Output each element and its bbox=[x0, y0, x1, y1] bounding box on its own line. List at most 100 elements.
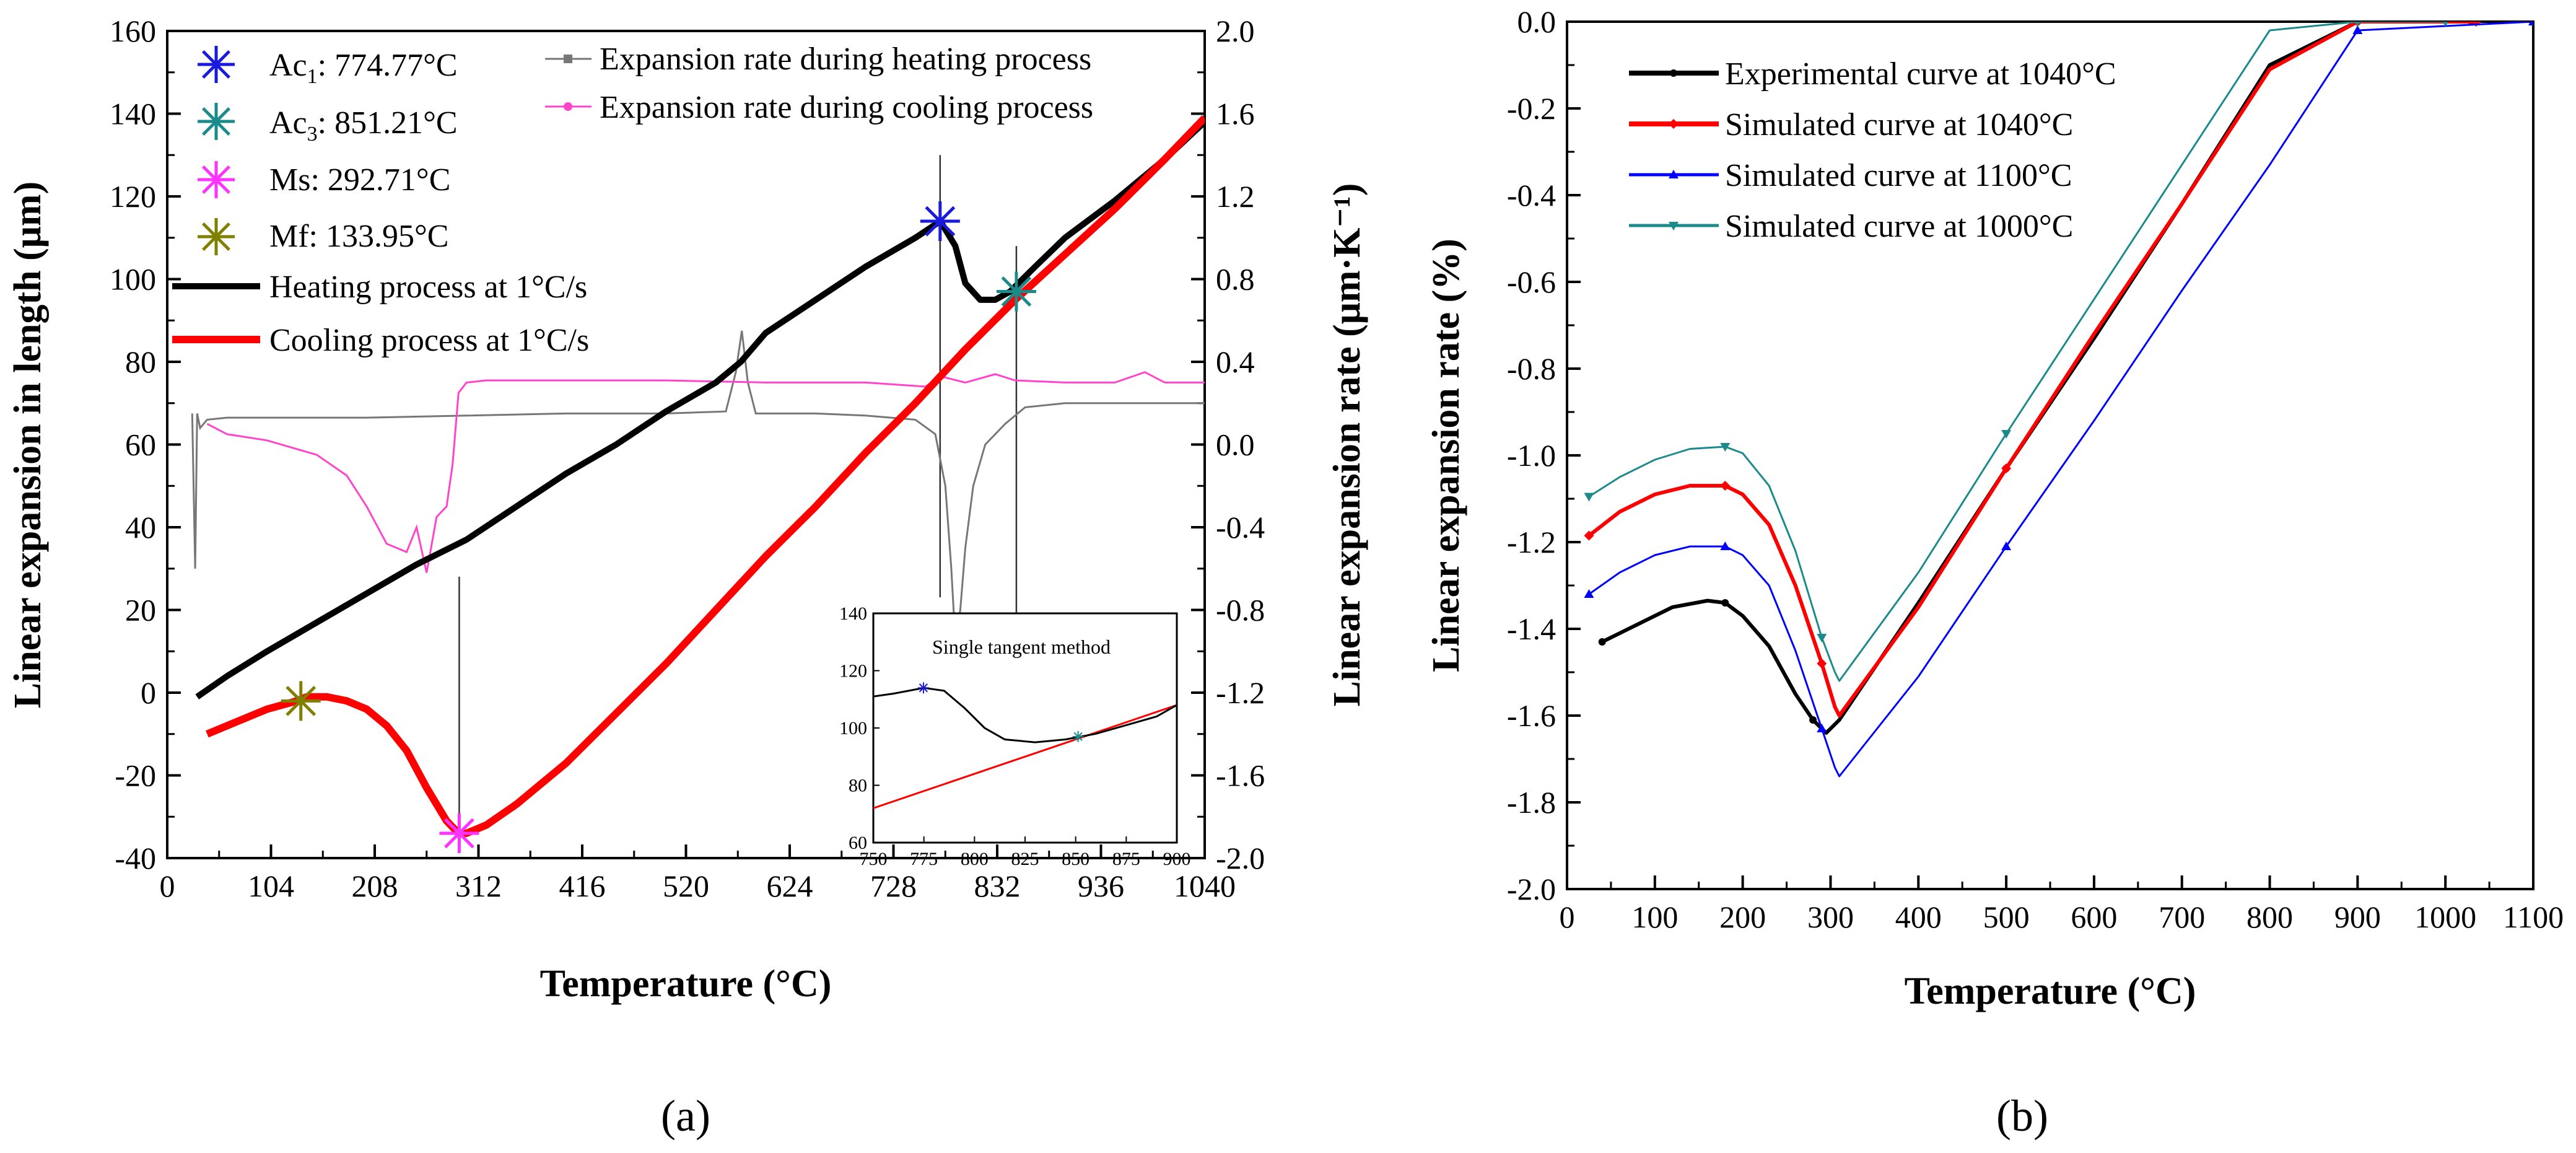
panel-b-x-ticks: 0 100 200 300 400 500 600 700 800 900 1000 1100 bbox=[1560, 875, 2564, 934]
panel-a-y-tick-label: 100 bbox=[110, 262, 156, 297]
panel-a-y-tick-label: 160 bbox=[110, 14, 156, 48]
panel-b-series-point bbox=[1720, 481, 1731, 491]
panel-b-y-tick-label: -0.8 bbox=[1507, 351, 1556, 386]
panel-b-series-point bbox=[1817, 634, 1827, 642]
panel-b-series-line bbox=[1601, 22, 2472, 735]
legend-asterisk-ms bbox=[198, 161, 235, 198]
panel-b-legend: Experimental curve at 1040°C Simulated cu… bbox=[1629, 56, 2116, 244]
panel-b-y-tick-label: -1.0 bbox=[1507, 438, 1556, 473]
inset-y-tick-label: 80 bbox=[849, 776, 867, 796]
panel-a-y-tick-label: 40 bbox=[125, 510, 156, 545]
panel-a-y2-tick-label: -1.6 bbox=[1216, 758, 1265, 793]
panel-a-x-tick-label: 936 bbox=[1078, 869, 1124, 903]
panel-a-y-tick-label: 0 bbox=[141, 675, 156, 710]
inset-x-tick-label: 900 bbox=[1163, 849, 1191, 869]
inset-y-tick-label: 120 bbox=[839, 661, 867, 682]
panel-a-y2-tick-label: 2.0 bbox=[1216, 14, 1255, 48]
panel-b-series-point bbox=[1809, 716, 1817, 724]
transformation-point-mf bbox=[281, 681, 321, 721]
series-line-cooling-rate bbox=[206, 371, 1205, 573]
panel-a-y2-tick-label: 0.8 bbox=[1216, 262, 1255, 297]
legend-label-ac1: Ac1: 774.77°C bbox=[269, 48, 458, 88]
panel-a-x-tick-label: 520 bbox=[663, 869, 709, 903]
panel-b-y-tick-label: -1.6 bbox=[1507, 698, 1556, 733]
legend-label-ac3: Ac3: 851.21°C bbox=[269, 105, 458, 146]
panel-b-label: (b) bbox=[1996, 1091, 2048, 1141]
panel-a-transformation-points bbox=[281, 201, 1036, 853]
panel-a-y-ticks: -40 -20 0 20 40 60 80 100 120 140 160 bbox=[110, 14, 181, 875]
panel-b-legend-marker bbox=[1669, 222, 1679, 230]
inset-tangent-line bbox=[873, 704, 1177, 809]
transformation-point-ac3 bbox=[996, 271, 1036, 312]
legend-label-cooling: Cooling process at 1°C/s bbox=[269, 323, 589, 358]
panel-a-y2-tick-label: -1.2 bbox=[1216, 675, 1265, 710]
transformation-point-ac1 bbox=[920, 201, 960, 242]
legend-asterisk-mf bbox=[198, 218, 235, 255]
panel-a-x-tick-label: 1040 bbox=[1174, 869, 1236, 903]
panel-b-legend-marker bbox=[1669, 170, 1679, 178]
inset-ticks: 750 775 800 825 850 875 900 60 80 100 120 140 bbox=[839, 603, 1191, 869]
inset-x-tick-label: 750 bbox=[860, 849, 888, 869]
transformation-point-ac3-stroke bbox=[1001, 276, 1032, 307]
panel-a-y2-tick-label: 0.0 bbox=[1216, 427, 1255, 462]
panel-a-y-tick-label: 140 bbox=[110, 97, 156, 131]
panel-b-x-tick-label: 300 bbox=[1807, 900, 1854, 934]
inset-point-ac1 bbox=[917, 682, 929, 694]
panel-a-y-axis-title: Linear expansion in length (μm) bbox=[7, 182, 49, 708]
inset-plot-frame bbox=[872, 612, 1178, 844]
inset-x-tick-label: 775 bbox=[910, 849, 938, 869]
panel-a-x-tick-label: 416 bbox=[559, 869, 606, 903]
legend-label-mf: Mf: 133.95°C bbox=[269, 219, 448, 254]
inset-y-tick-label: 140 bbox=[839, 603, 867, 624]
panel-b-x-tick-label: 200 bbox=[1719, 900, 1766, 934]
legend-marker-ms bbox=[198, 161, 235, 198]
transformation-point-mf-stroke bbox=[286, 685, 317, 716]
panel-b-y-axis-title: Linear expansion rate (%) bbox=[1425, 239, 1467, 672]
series-line-heating-rate bbox=[191, 330, 1205, 641]
legend-label-heating-rate: Expansion rate during heating process bbox=[600, 42, 1091, 77]
panel-b-series-point bbox=[1721, 599, 1729, 607]
inset-x-tick-label: 825 bbox=[1011, 849, 1039, 869]
panel-b-x-tick-label: 400 bbox=[1895, 900, 1942, 934]
panel-a-x-tick-label: 832 bbox=[974, 869, 1021, 903]
panel-b-x-tick-label: 600 bbox=[2071, 900, 2117, 934]
panel-a-y-tick-label: 60 bbox=[125, 427, 156, 462]
legend-label-heating: Heating process at 1°C/s bbox=[269, 270, 587, 305]
panel-b-series-point bbox=[2354, 22, 2360, 27]
inset-point-ac3-stroke bbox=[1073, 732, 1083, 741]
panel-a-y2-ticks: -2.0 -1.6 -1.2 -0.8 -0.4 0.0 0.4 0.8 1.2 1.6 2.0 bbox=[1191, 14, 1265, 875]
panel-b-series-point bbox=[1598, 638, 1606, 646]
panel-a-x-tick-label: 312 bbox=[455, 869, 502, 903]
legend-asterisk-ac3 bbox=[198, 103, 235, 140]
panel-b-y-tick-label: -1.4 bbox=[1507, 612, 1556, 646]
legend-asterisk-ac1 bbox=[198, 46, 235, 83]
panel-b-y-ticks: -2.0 -1.8 -1.6 -1.4 -1.2 -1.0 -0.8 -0.6 -0.4 -0.2… bbox=[1507, 4, 1581, 906]
panel-b-series-point bbox=[2442, 22, 2448, 27]
legend-asterisk-ms-stroke bbox=[202, 165, 230, 194]
panel-b-x-axis-title: Temperature (°C) bbox=[1905, 970, 2196, 1012]
panel-b-legend-label: Simulated curve at 1100°C bbox=[1725, 158, 2072, 193]
panel-a-y2-tick-label: -0.8 bbox=[1216, 593, 1265, 628]
panel-a-legend: Ac1: 774.77°C Ac3: 851.21°C Ms: 292.71°C… bbox=[172, 42, 1093, 358]
inset-point-ac3 bbox=[1072, 730, 1084, 742]
panel-a-y2-tick-label: 1.6 bbox=[1216, 97, 1255, 131]
legend-marker-heating-rate bbox=[564, 55, 572, 63]
panel-b-series-point bbox=[2001, 463, 2012, 473]
panel-b-y-tick-label: -0.6 bbox=[1507, 265, 1556, 299]
panel-b-x-tick-label: 1000 bbox=[2414, 900, 2476, 934]
panel-b-legend-label: Simulated curve at 1000°C bbox=[1725, 209, 2073, 244]
panel-a: 0 104 208 312 416 520 624 728 832 936 1040 -40-200… bbox=[7, 14, 1368, 1141]
legend-asterisk-ac1-stroke bbox=[202, 50, 230, 79]
panel-b-x-tick-label: 700 bbox=[2159, 900, 2205, 934]
legend-marker-ac3 bbox=[198, 103, 235, 140]
panel-a-y2-axis-title: Linear expansion rate (μm·K⁻¹) bbox=[1326, 183, 1368, 707]
inset-points bbox=[917, 682, 1084, 742]
inset-point-ac1-stroke bbox=[919, 683, 928, 693]
panel-a-y2-tick-label: -2.0 bbox=[1216, 841, 1265, 875]
panel-a-y-tick-label: -20 bbox=[115, 758, 156, 793]
legend-label-ms: Ms: 292.71°C bbox=[269, 162, 450, 198]
panel-a-label: (a) bbox=[661, 1091, 710, 1141]
panel-b: 0 100 200 300 400 500 600 700 800 900 1000 1100 -2.… bbox=[1425, 4, 2564, 1141]
panel-a-y2-tick-label: -0.4 bbox=[1216, 510, 1265, 545]
